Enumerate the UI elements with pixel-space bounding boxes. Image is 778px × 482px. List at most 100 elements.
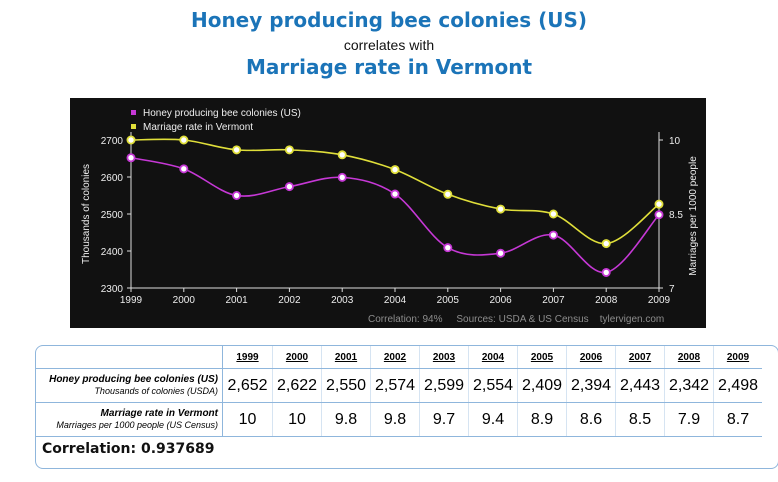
legend-swatch [131,110,136,115]
data-point-marriage [284,145,294,155]
data-point-bees [601,267,611,277]
data-point-marriage [179,135,189,145]
table-year-header: 1999 [222,346,273,369]
table-cell: 8.5 [615,402,665,437]
legend-label: Honey producing bee colonies (US) [143,108,301,119]
table-year-header: 2004 [468,346,518,369]
table-cell: 2,409 [517,368,567,403]
table-row-marriage: Marriage rate in Vermont Marriages per 1… [36,402,762,437]
table-cell: 2,599 [419,368,469,403]
table-year-header: 2002 [370,346,420,369]
data-point-bees [654,210,664,220]
table-cell: 2,622 [272,368,322,403]
table-year-header: 2001 [321,346,371,369]
y-tick-label-left: 2700 [101,136,124,147]
table-cell: 2,652 [222,368,273,403]
correlation-value: Correlation: 0.937689 [42,441,215,457]
data-point-marriage [337,150,347,160]
y-tick-label-left: 2600 [101,173,124,184]
legend-swatch [131,124,136,129]
data-point-bees [390,189,400,199]
table-year-header: 2006 [566,346,616,369]
x-tick-label: 2005 [437,295,460,306]
chart-title-secondary: Marriage rate in Vermont [245,55,532,79]
chart-title-connector: correlates with [343,37,435,53]
chart-title-primary: Honey producing bee colonies (US) [190,8,588,32]
table-cell: 9.7 [419,402,469,437]
table-cell: 2,498 [713,368,762,403]
x-tick-label: 2001 [225,295,248,306]
data-point-bees [232,191,242,201]
row-title: Marriage rate in Vermont [100,408,218,419]
data-point-bees [337,172,347,182]
data-point-marriage [443,189,453,199]
table-cell: 8.6 [566,402,616,437]
data-point-marriage [496,204,506,214]
y-tick-label-right: 8.5 [669,210,683,221]
table-cell: 2,554 [468,368,518,403]
table-cell: 8.9 [517,402,567,437]
y-axis-title-left: Thousands of colonies [81,164,92,264]
table-year-header: 2000 [272,346,322,369]
table-row-label: Honey producing bee colonies (US) Thousa… [36,368,223,403]
data-point-marriage [654,199,664,209]
data-point-bees [179,164,189,174]
x-tick-label: 2007 [542,295,565,306]
table-cell: 10 [222,402,273,437]
table-row-bees: Honey producing bee colonies (US) Thousa… [36,368,762,403]
x-tick-label: 2008 [595,295,618,306]
y-tick-label-left: 2400 [101,247,124,258]
x-tick-label: 2006 [489,295,512,306]
data-point-marriage [390,165,400,175]
table-cell: 9.8 [321,402,371,437]
table-cell: 2,394 [566,368,616,403]
table-cell: 2,574 [370,368,420,403]
row-subtitle: Marriages per 1000 people (US Census) [56,420,218,430]
x-tick-label: 2009 [648,295,671,306]
table-year-header: 2003 [419,346,469,369]
table-cell: 10 [272,402,322,437]
data-point-bees [496,248,506,258]
data-point-marriage [126,135,136,145]
table-cell: 9.4 [468,402,518,437]
table-cell: 2,550 [321,368,371,403]
x-tick-label: 2004 [384,295,407,306]
data-point-marriage [232,145,242,155]
data-point-bees [548,230,558,240]
row-subtitle: Thousands of colonies (USDA) [94,386,218,396]
y-tick-label-right: 7 [669,284,675,295]
table-year-header: 2008 [664,346,714,369]
x-tick-label: 2003 [331,295,354,306]
chart-source-footer: Correlation: 94% Sources: USDA & US Cens… [368,314,664,325]
data-table: 1999 2000 2001 2002 2003 2004 2005 2006 2007 2008… [36,346,762,437]
data-point-bees [284,182,294,192]
y-tick-label-right: 10 [669,136,681,147]
plot-background [70,98,706,328]
data-table-panel: 1999 2000 2001 2002 2003 2004 2005 2006 2007 2008… [35,345,778,469]
row-title: Honey producing bee colonies (US) [49,374,218,385]
data-point-bees [126,153,136,163]
x-tick-label: 2000 [173,295,196,306]
table-header-row: 1999 2000 2001 2002 2003 2004 2005 2006 2007 2008… [36,346,762,369]
data-point-bees [443,243,453,253]
table-corner-cell [36,346,223,369]
table-cell: 2,342 [664,368,714,403]
legend-label: Marriage rate in Vermont [143,122,253,133]
y-axis-title-right: Marriages per 1000 people [688,156,699,276]
table-row-label: Marriage rate in Vermont Marriages per 1… [36,402,223,437]
table-year-header: 2007 [615,346,665,369]
x-tick-label: 2002 [278,295,301,306]
data-point-marriage [601,239,611,249]
y-tick-label-left: 2300 [101,284,124,295]
table-cell: 7.9 [664,402,714,437]
table-cell: 9.8 [370,402,420,437]
y-tick-label-left: 2500 [101,210,124,221]
x-tick-label: 1999 [120,295,143,306]
data-point-marriage [548,209,558,219]
series-line-bees [130,156,660,274]
table-year-header: 2005 [517,346,567,369]
table-cell: 2,443 [615,368,665,403]
line-chart: 2300 2400 2500 2600 2700 7 8.5 10 1999 2000 2001 20… [70,98,706,328]
table-cell: 8.7 [713,402,762,437]
table-year-header: 2009 [713,346,762,369]
